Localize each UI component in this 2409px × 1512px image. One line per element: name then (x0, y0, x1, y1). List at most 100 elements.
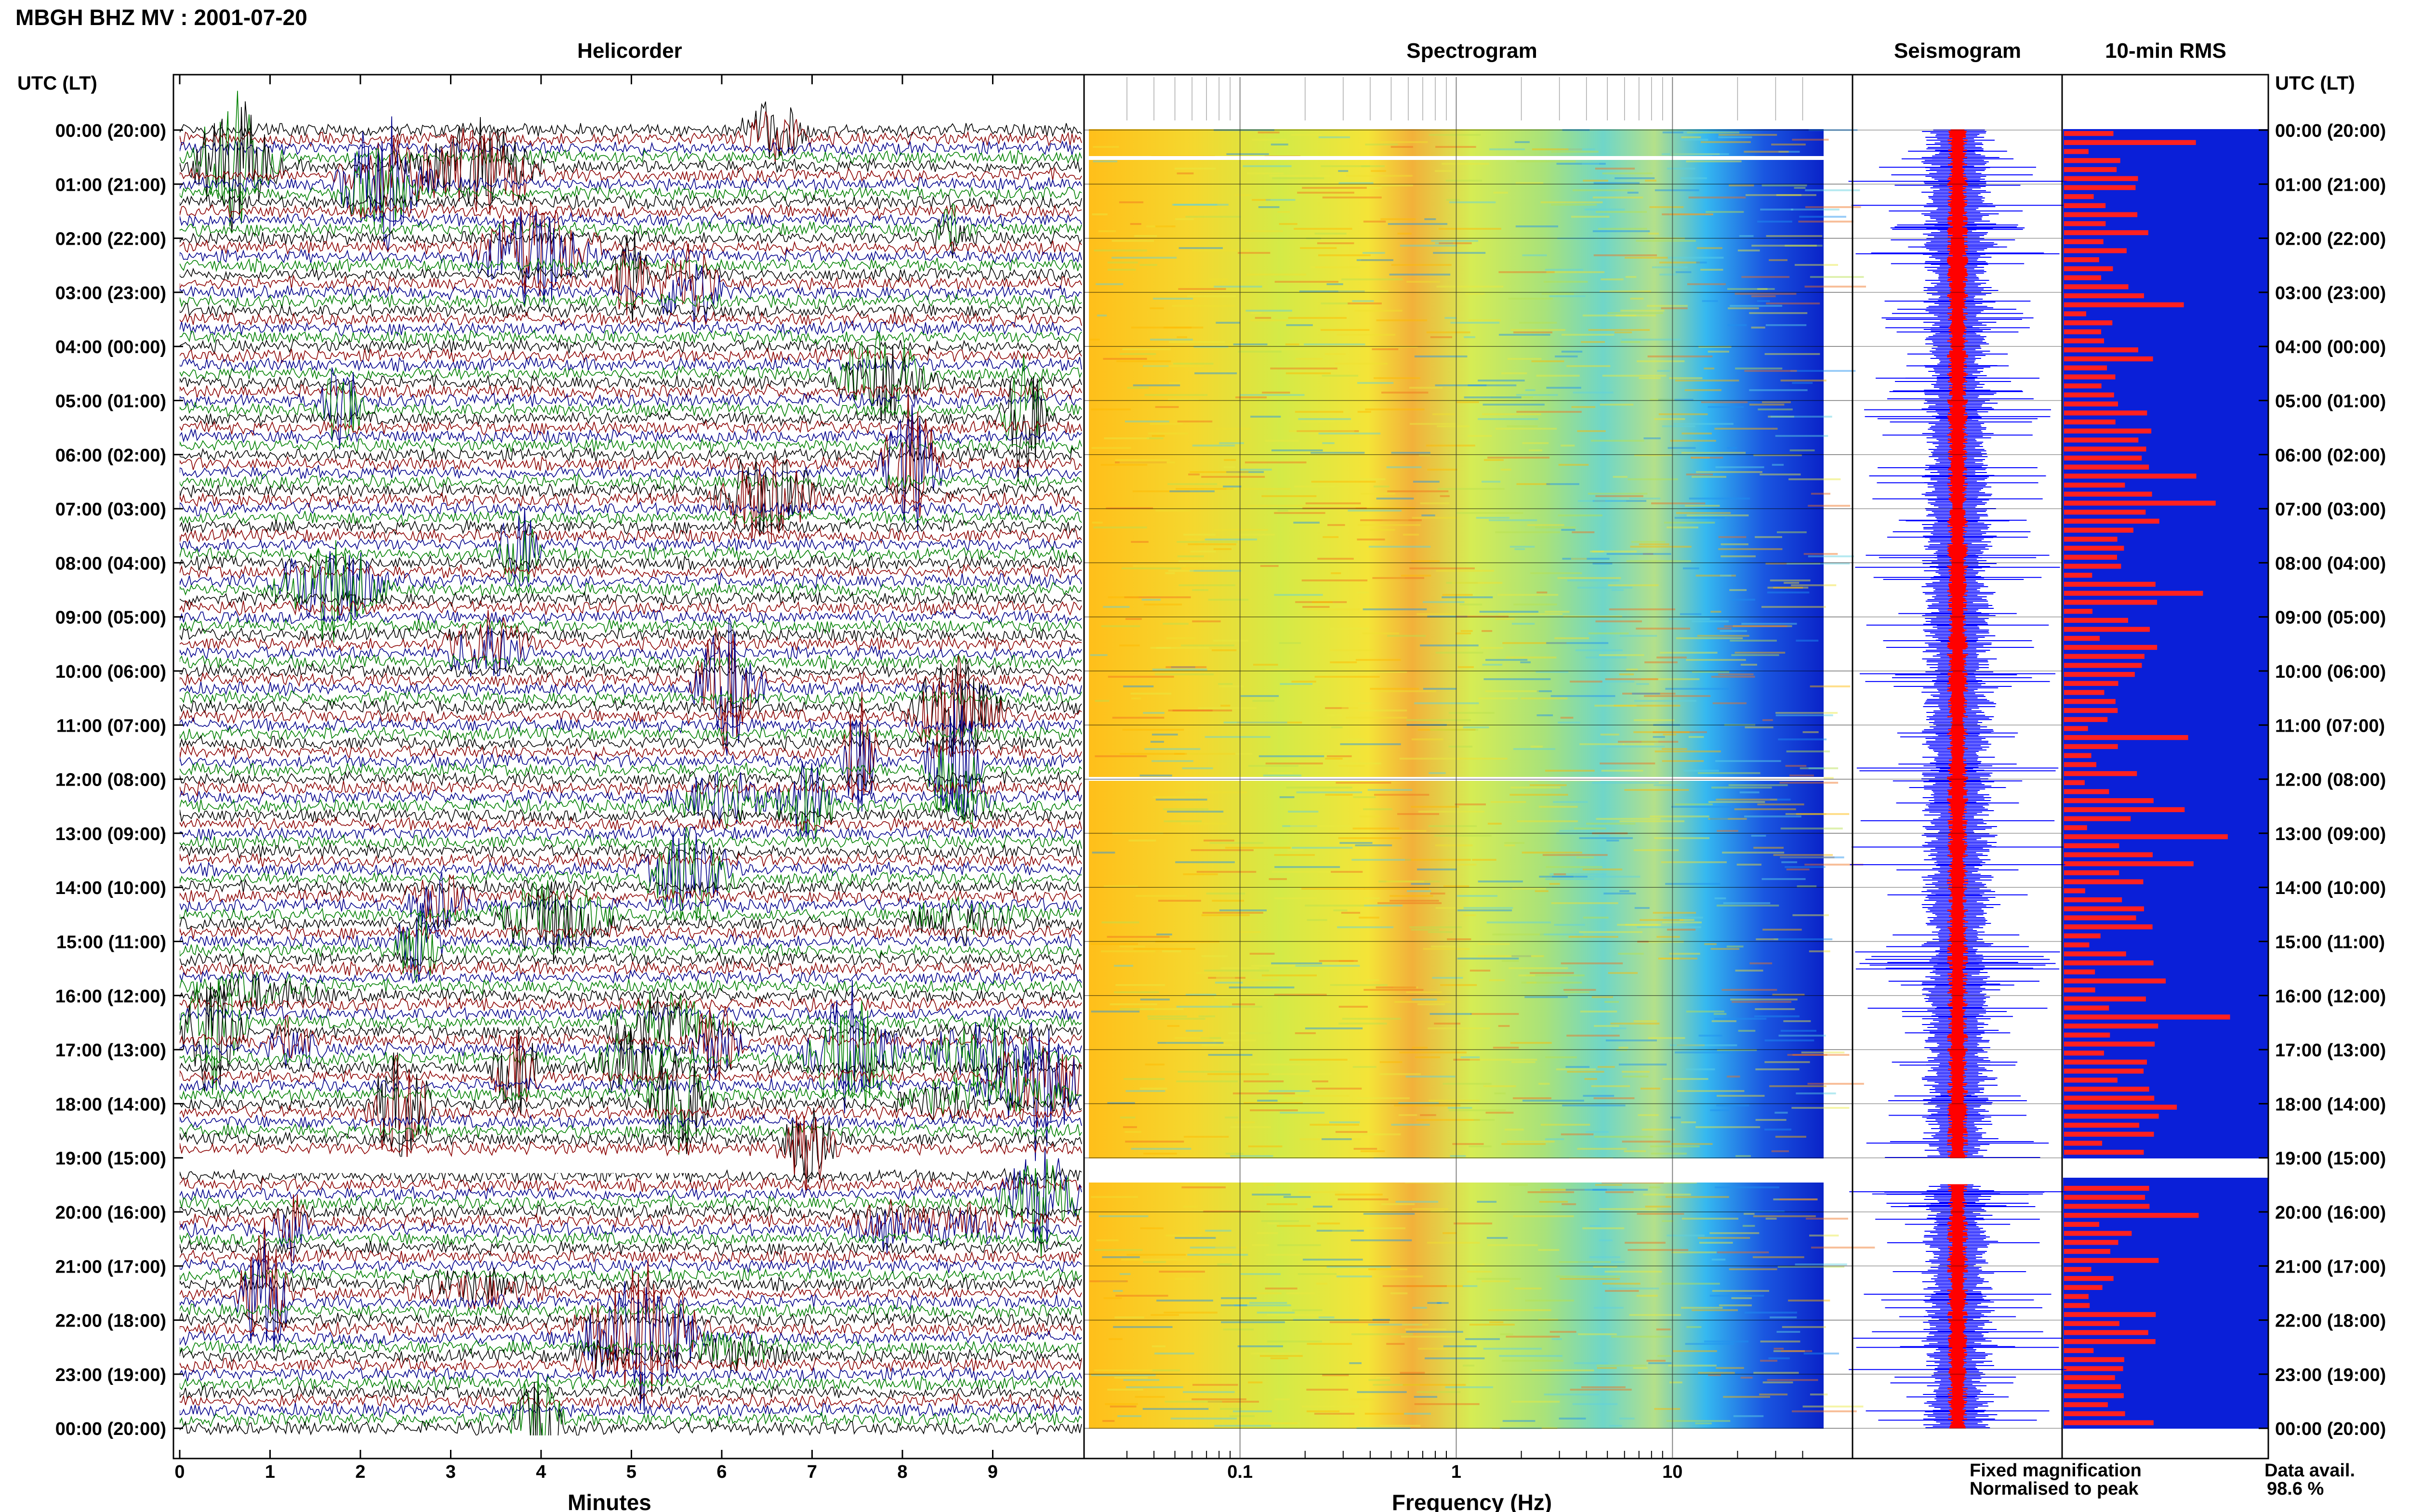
helicorder-line-97 (180, 996, 1082, 1013)
spectrogram-cell (1754, 1015, 1800, 1017)
spectrogram-cell (1605, 746, 1665, 748)
spectrogram-cell (1634, 454, 1672, 456)
spectrogram-cell (1397, 233, 1412, 235)
spectrogram-cell (1143, 712, 1165, 714)
rms-bar-49 (2064, 573, 2092, 578)
spectrogram-cell (1727, 1076, 1740, 1078)
spectrogram-cell (1285, 372, 1331, 374)
spectrogram-cell (1365, 144, 1398, 145)
spectrogram-cell (1277, 1244, 1321, 1246)
rms-bar-18 (2064, 293, 2144, 299)
helicorder-line-68 (180, 735, 1082, 752)
rms-bar-106 (2064, 1086, 2149, 1092)
spectrogram-cell (1463, 907, 1513, 909)
spectrogram-cell (1209, 842, 1264, 844)
spectrogram-cell (1091, 1374, 1156, 1376)
spectrogram-cell (1731, 654, 1779, 656)
spectrogram-cell (1105, 1403, 1138, 1405)
spectrogram-cell (1780, 1030, 1817, 1032)
spectrogram-cell (1756, 938, 1778, 940)
spectrogram-cell (1380, 218, 1416, 220)
rms-bar-37 (2064, 464, 2149, 470)
spectrogram-cell (1545, 1056, 1577, 1058)
spectrogram-cell (1182, 767, 1213, 769)
spectrogram-cell (1728, 784, 1788, 786)
rms-bar-14 (2064, 257, 2099, 263)
spectrogram-cell (1697, 635, 1749, 637)
spectrogram-cell (1435, 242, 1453, 244)
spectrogram-cell (1654, 418, 1685, 420)
rms-bar-103 (2064, 1059, 2147, 1065)
spectrogram-cell (1125, 1141, 1184, 1143)
spectrogram-cell (1621, 339, 1681, 341)
spectrogram-cell (1307, 608, 1360, 610)
spectrogram-cell (1653, 736, 1665, 738)
utc-label-left-18: 18:00 (14:00) (55, 1094, 166, 1115)
spectrogram-cell (1331, 572, 1341, 574)
spectrogram-cell (1326, 283, 1343, 285)
rms-bar-72 (2064, 780, 2085, 785)
spectrogram-cell (1619, 820, 1685, 822)
spectrogram-cell (1185, 1030, 1203, 1032)
helicorder-line-110 (180, 1113, 1082, 1131)
spectrogram-cell (1214, 529, 1268, 531)
spectrogram-cell (1377, 902, 1442, 904)
spectrogram-cell (1785, 866, 1826, 868)
spectrogram-cell (1689, 498, 1750, 500)
spectrogram-cell (1326, 755, 1352, 757)
spectrogram-cell (1662, 748, 1687, 750)
spectrogram-cell (1327, 524, 1345, 526)
helicorder-line-105 (180, 1029, 1082, 1128)
rms-bar-55 (2064, 627, 2150, 632)
spectrogram-cell (1726, 946, 1744, 947)
spectrogram-cell (1708, 801, 1765, 803)
spectrogram-cell (1697, 772, 1760, 774)
spectrogram-cell (1250, 312, 1262, 314)
spectrogram-cell (1455, 803, 1486, 805)
spectrogram-cell (1295, 1032, 1316, 1034)
spectrogram-cell (1660, 652, 1718, 654)
spectrogram-cell (1749, 962, 1773, 964)
helicorder-line-116 (180, 1167, 1082, 1184)
spectrogram-cell (1671, 1143, 1713, 1145)
spectrogram-cell (1114, 1377, 1148, 1379)
spectrogram-cell (1777, 1266, 1845, 1268)
spectrogram-cell (1418, 811, 1485, 813)
spectrogram-cell (1662, 1220, 1674, 1222)
spectrogram-cell (1566, 1035, 1620, 1037)
spectrogram-cell (1448, 712, 1495, 714)
spectrogram-cell (1389, 900, 1439, 902)
spectrogram-cell (1378, 881, 1440, 882)
spectrogram-cell (1359, 815, 1380, 817)
spectrogram-cell (1762, 1381, 1793, 1383)
spectrogram-cell (1139, 1088, 1167, 1090)
spectrogram-cell (1710, 611, 1721, 613)
helicorder-line-7 (180, 148, 1082, 228)
spectrogram-cell (1529, 449, 1543, 451)
rms-bar-63 (2064, 699, 2116, 704)
spectrogram-cell (1271, 871, 1332, 873)
spectrogram-cell (1183, 1136, 1229, 1138)
spectrogram-cell (1330, 628, 1369, 630)
spectrogram-cell (1225, 1117, 1238, 1118)
spectrogram-cell (1659, 262, 1700, 263)
spectrogram-cell (1460, 630, 1473, 632)
spectrogram-cell (1595, 620, 1642, 622)
spectrogram-cell (1354, 310, 1403, 312)
spectrogram-cell (1216, 977, 1235, 979)
spectrogram-cell (1245, 230, 1283, 232)
spectrogram-cell (1271, 449, 1323, 451)
spectrogram-cell (1437, 1302, 1449, 1304)
spectrogram-cell (1545, 878, 1594, 880)
rms-bar-28 (2064, 383, 2102, 389)
rms-bar-61 (2064, 681, 2118, 686)
spectrogram-cell (1155, 225, 1176, 227)
spectrogram-ticks: 0.1 1 10 (1126, 77, 1803, 1482)
spectrogram-cell (1188, 543, 1236, 545)
spectrogram-cell (1376, 986, 1416, 988)
spectrogram-cell (1373, 486, 1390, 487)
rms-bar-11 (2064, 230, 2148, 236)
rms-bar-74 (2064, 798, 2154, 803)
spectrogram-cell (1562, 1104, 1626, 1106)
spectrogram-cell (1540, 1124, 1590, 1126)
